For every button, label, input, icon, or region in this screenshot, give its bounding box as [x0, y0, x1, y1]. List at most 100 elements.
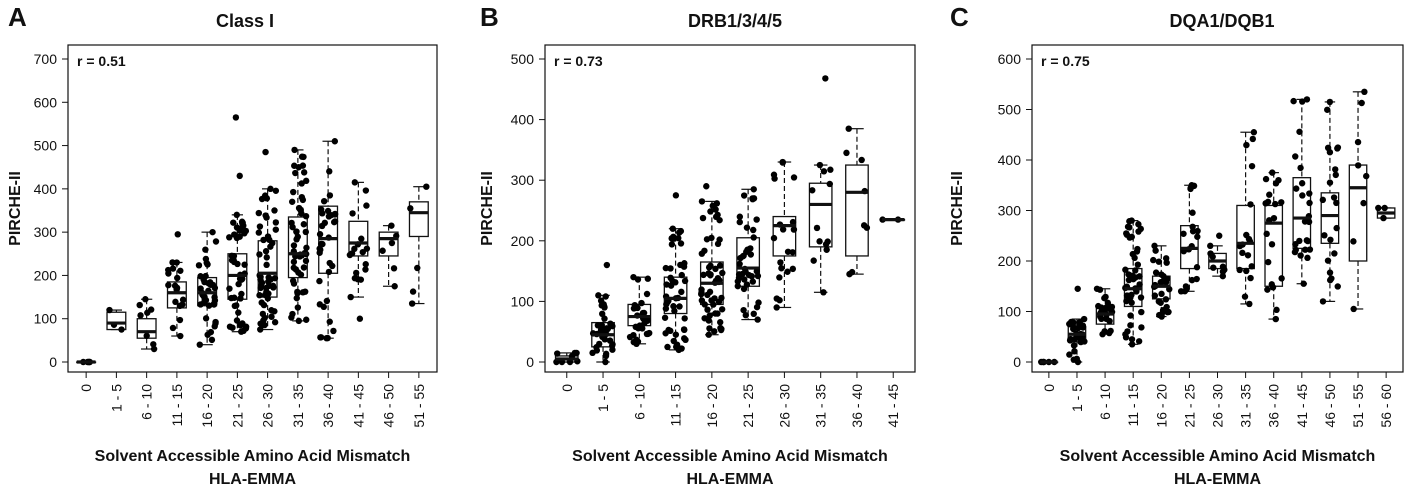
data-point	[1263, 230, 1270, 238]
x-tick-label: 16 - 20	[704, 384, 720, 428]
data-point	[353, 269, 360, 277]
panel-c: C DQA1/DQB1 r = 0.75 0 100 200 300 400 500 600 PIR…	[949, 2, 1404, 488]
panel-letter: B	[480, 2, 499, 32]
box-8	[1262, 169, 1285, 323]
data-point	[321, 219, 329, 227]
data-point	[1246, 300, 1253, 308]
data-point	[712, 265, 719, 273]
data-point	[293, 294, 300, 302]
data-point	[330, 327, 337, 335]
data-point	[676, 303, 683, 310]
box-2	[626, 273, 653, 348]
data-point	[596, 340, 603, 348]
data-point	[820, 289, 827, 296]
x-axis-label: Solvent Accessible Amino Acid Mismatch	[572, 448, 888, 465]
data-point	[205, 280, 212, 287]
data-point	[1330, 194, 1338, 201]
x-tick-label: 6 - 10	[631, 384, 647, 420]
data-point	[827, 166, 834, 173]
data-point	[1137, 225, 1144, 233]
data-point	[1354, 138, 1362, 146]
data-point	[1122, 266, 1129, 273]
data-point	[1162, 296, 1170, 303]
correlation-label: r = 0.51	[77, 53, 126, 69]
data-point	[362, 261, 369, 268]
data-point	[789, 249, 796, 256]
data-point	[174, 274, 181, 282]
data-point	[258, 279, 266, 286]
y-tick-label: 500	[511, 51, 535, 67]
box-iqr	[845, 164, 869, 257]
data-point	[179, 301, 186, 308]
data-point	[195, 262, 203, 269]
data-point	[1239, 249, 1246, 257]
data-point	[317, 206, 325, 213]
data-point	[740, 306, 747, 314]
data-point	[136, 301, 143, 309]
data-point	[329, 262, 336, 270]
data-point	[1380, 214, 1387, 222]
box-5	[1177, 182, 1201, 295]
data-point	[739, 253, 747, 260]
y-tick-label: 200	[998, 253, 1022, 269]
x-tick-label: 31 - 35	[1238, 384, 1254, 428]
x-tick-label: 46 - 50	[1322, 384, 1338, 428]
outlier-point	[356, 315, 364, 322]
data-point	[602, 358, 609, 366]
box-6	[1207, 242, 1228, 280]
box-5	[226, 211, 250, 335]
data-point	[260, 301, 268, 309]
data-point	[297, 206, 304, 213]
box-10	[1319, 98, 1342, 305]
data-point	[1350, 238, 1357, 245]
data-point	[263, 261, 270, 269]
data-point	[1066, 320, 1073, 328]
data-point	[707, 262, 714, 269]
data-point	[681, 315, 688, 322]
data-point	[347, 293, 354, 301]
data-point	[1363, 172, 1370, 180]
box-11	[407, 183, 430, 307]
data-point	[1189, 209, 1196, 216]
data-point	[1269, 284, 1277, 291]
data-point	[607, 320, 614, 327]
box-iqr	[1348, 164, 1368, 262]
data-point	[263, 254, 270, 261]
box-2	[136, 296, 158, 353]
data-point	[643, 290, 651, 298]
x-axis-sublabel: HLA-EMMA	[1174, 471, 1262, 488]
data-point	[362, 187, 370, 194]
data-point	[634, 338, 642, 345]
data-point	[358, 235, 365, 242]
x-tick-label: 16 - 20	[199, 384, 215, 428]
data-point	[1210, 264, 1217, 271]
data-point	[292, 169, 299, 177]
data-point	[1158, 290, 1165, 298]
x-tick-label: 36 - 40	[320, 384, 336, 428]
correlation-label: r = 0.75	[1041, 53, 1090, 69]
panel-title: Class I	[216, 11, 274, 31]
data-point	[302, 257, 310, 265]
data-point	[1107, 327, 1114, 335]
data-point	[706, 288, 714, 296]
data-point	[301, 288, 309, 295]
data-point	[1306, 199, 1313, 207]
data-point	[790, 174, 798, 181]
data-point	[106, 306, 113, 314]
data-point	[744, 246, 751, 253]
data-point	[662, 264, 670, 272]
box-3	[661, 225, 689, 354]
data-point	[672, 279, 679, 286]
x-axis-label: Solvent Accessible Amino Acid Mismatch	[1060, 448, 1376, 465]
data-point	[238, 290, 245, 298]
data-point	[1138, 308, 1145, 316]
data-point	[235, 280, 242, 288]
data-point	[677, 240, 685, 247]
data-point	[317, 334, 324, 341]
x-tick-label: 46 - 50	[381, 384, 397, 428]
box-iqr	[1320, 192, 1340, 244]
data-point	[1326, 149, 1334, 156]
box-5	[734, 186, 762, 323]
x-tick-label: 26 - 30	[1210, 384, 1226, 428]
data-point	[1180, 230, 1187, 237]
